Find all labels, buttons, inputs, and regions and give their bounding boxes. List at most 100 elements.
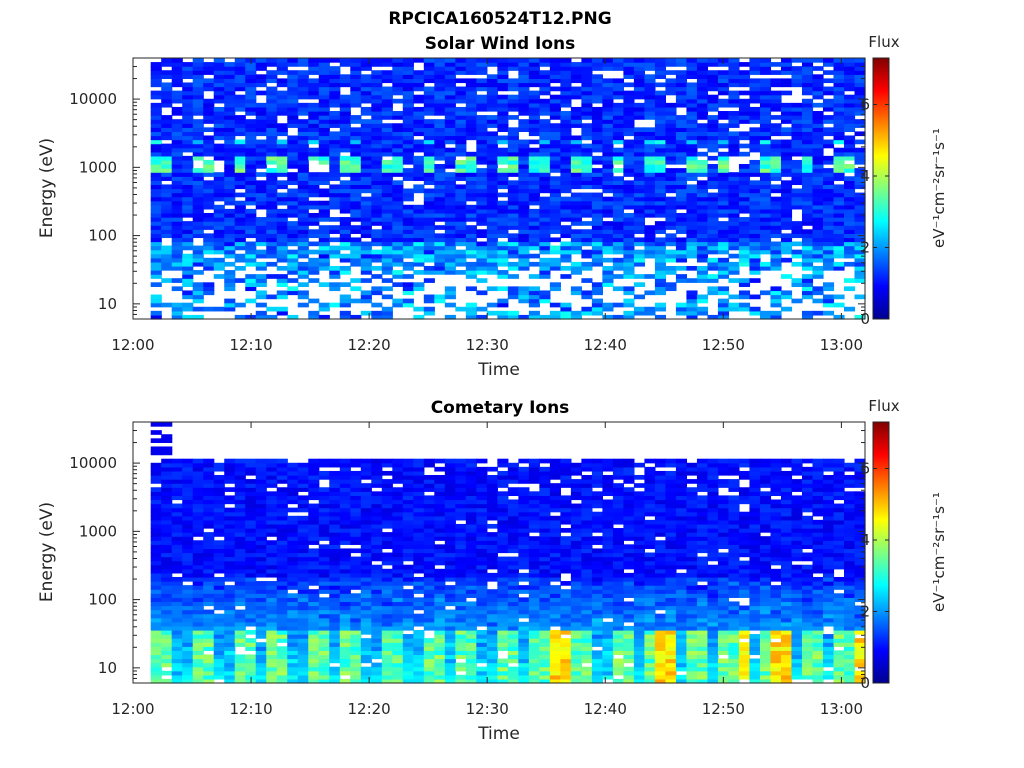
heatmap-cell	[150, 446, 162, 452]
heatmap-cell	[287, 613, 299, 619]
heatmap-cell	[717, 237, 730, 243]
heatmap-cell	[245, 135, 257, 141]
heatmap-cell	[339, 670, 351, 676]
heatmap-cell	[276, 66, 288, 71]
heatmap-cell	[203, 613, 215, 619]
heatmap-cell	[507, 233, 519, 239]
heatmap-cell	[570, 314, 582, 320]
heatmap-cell	[644, 253, 656, 259]
heatmap-cell	[224, 102, 236, 108]
heatmap-cell	[329, 556, 341, 562]
heatmap-cell	[434, 66, 446, 71]
heatmap-cell	[413, 556, 425, 562]
heatmap-cell	[171, 192, 183, 198]
heatmap-cell	[308, 670, 320, 676]
heatmap-cell	[612, 225, 624, 230]
heatmap-cell	[203, 544, 215, 550]
heatmap-cell	[455, 172, 467, 177]
heatmap-cell	[360, 233, 372, 239]
heatmap-cell	[686, 217, 698, 222]
heatmap-cell	[213, 540, 225, 545]
heatmap-cell	[465, 208, 477, 214]
heatmap-cell	[234, 82, 246, 88]
heatmap-cell	[465, 172, 477, 177]
heatmap-cell	[171, 491, 183, 497]
heatmap-cell	[255, 670, 267, 676]
heatmap-cell	[717, 131, 730, 137]
heatmap-cell	[507, 151, 519, 157]
heatmap-cell	[171, 119, 183, 124]
heatmap-cell	[423, 581, 435, 586]
heatmap-cell	[749, 135, 761, 141]
heatmap-cell	[245, 196, 257, 202]
heatmap-cell	[392, 159, 404, 165]
heatmap-cell	[644, 127, 656, 133]
heatmap-cell	[518, 196, 530, 202]
heatmap-cell	[707, 62, 719, 67]
heatmap-cell	[150, 127, 162, 133]
heatmap-cell	[245, 119, 257, 124]
heatmap-cell	[392, 470, 404, 476]
heatmap-cell	[245, 188, 257, 194]
heatmap-cell	[602, 131, 614, 137]
heatmap-cell	[182, 74, 194, 79]
heatmap-cell	[518, 90, 530, 96]
heatmap-cell	[644, 86, 656, 92]
heatmap-cell	[192, 306, 204, 312]
heatmap-cell	[812, 233, 824, 239]
heatmap-cell	[371, 155, 383, 161]
heatmap-cell	[213, 204, 225, 210]
heatmap-cell	[654, 241, 667, 247]
heatmap-cell	[455, 204, 467, 210]
heatmap-cell	[738, 261, 751, 267]
heatmap-cell	[150, 585, 162, 590]
heatmap-cell	[381, 556, 393, 562]
heatmap-cell	[728, 123, 740, 128]
heatmap-cell	[423, 511, 435, 517]
heatmap-cell	[381, 221, 393, 226]
heatmap-cell	[675, 127, 688, 133]
heatmap-cell	[318, 106, 330, 112]
heatmap-cell	[822, 204, 835, 210]
heatmap-cell	[444, 147, 456, 153]
heatmap-cell	[213, 650, 225, 656]
heatmap-cell	[329, 552, 341, 558]
heatmap-cell	[413, 523, 425, 529]
heatmap-cell	[686, 147, 698, 153]
heatmap-cell	[654, 306, 667, 312]
heatmap-cell	[234, 523, 246, 529]
heatmap-cell	[224, 601, 236, 607]
heatmap-cell	[455, 78, 467, 84]
heatmap-cell	[318, 491, 330, 497]
heatmap-cell	[245, 245, 257, 251]
heatmap-cell	[570, 200, 582, 206]
heatmap-cell	[203, 62, 215, 67]
heatmap-cell	[812, 257, 824, 263]
heatmap-cell	[329, 98, 341, 104]
heatmap-cell	[801, 278, 814, 283]
heatmap-cell	[612, 217, 624, 222]
heatmap-cell	[497, 261, 509, 267]
heatmap-cell	[203, 98, 215, 104]
heatmap-cell	[350, 139, 362, 145]
heatmap-cell	[591, 217, 603, 222]
heatmap-cell	[591, 86, 603, 92]
heatmap-cell	[623, 62, 635, 67]
heatmap-cell	[224, 74, 236, 79]
heatmap-cell	[455, 237, 467, 243]
heatmap-cell	[266, 229, 278, 234]
heatmap-cells	[150, 58, 866, 320]
heatmap-cell	[213, 621, 225, 627]
heatmap-cell	[339, 298, 351, 304]
heatmap-cell	[203, 560, 215, 566]
heatmap-cell	[434, 74, 446, 79]
heatmap-cell	[749, 98, 761, 104]
heatmap-cell	[423, 576, 435, 582]
heatmap-cell	[623, 274, 635, 279]
heatmap-cell	[749, 265, 761, 271]
heatmap-cell	[444, 115, 456, 120]
heatmap-cell	[686, 168, 698, 173]
heatmap-cell	[444, 127, 456, 133]
heatmap-cell	[287, 540, 299, 545]
heatmap-cell	[822, 188, 835, 194]
